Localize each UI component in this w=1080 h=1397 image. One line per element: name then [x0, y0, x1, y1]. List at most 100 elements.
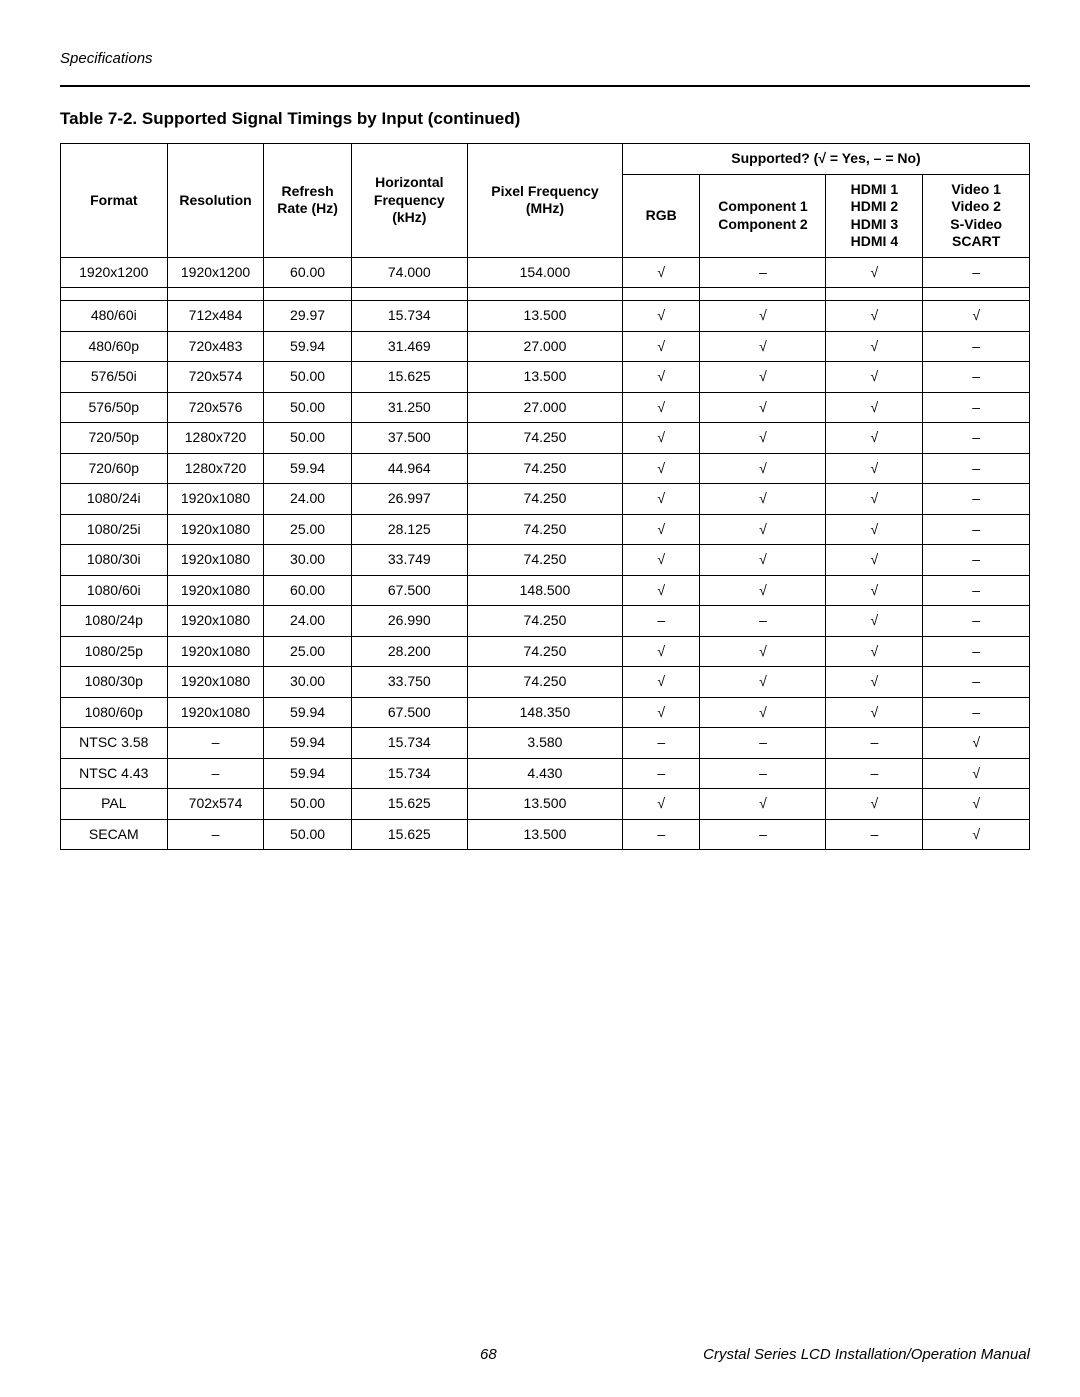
- col-hfreq: Horizontal Frequency (kHz): [351, 144, 467, 258]
- col-refresh: Refresh Rate (Hz): [264, 144, 351, 258]
- cell-pfreq: 154.000: [467, 257, 622, 288]
- cell-video: –: [923, 697, 1030, 728]
- cell-component: –: [700, 758, 826, 789]
- cell-rgb: √: [622, 453, 700, 484]
- cell-rgb: √: [622, 514, 700, 545]
- cell-rgb: √: [622, 423, 700, 454]
- cell-pfreq: 74.250: [467, 514, 622, 545]
- cell-hdmi: √: [826, 484, 923, 515]
- cell-video: –: [923, 545, 1030, 576]
- cell-component: √: [700, 423, 826, 454]
- cell-pfreq: 13.500: [467, 362, 622, 393]
- table-row: 576/50i720x57450.0015.62513.500√√√–: [61, 362, 1030, 393]
- cell-refresh: 50.00: [264, 392, 351, 423]
- col-supported-legend: Supported? (√ = Yes, – = No): [622, 144, 1029, 175]
- cell-format: 1080/25p: [61, 636, 168, 667]
- cell-hdmi: √: [826, 789, 923, 820]
- cell-component: –: [700, 257, 826, 288]
- cell-format: 720/60p: [61, 453, 168, 484]
- cell-hdmi: –: [826, 728, 923, 759]
- cell-resolution: 1920x1080: [167, 697, 264, 728]
- table-row: SECAM–50.0015.62513.500–––√: [61, 819, 1030, 850]
- cell-hdmi: √: [826, 423, 923, 454]
- cell-pfreq: 74.250: [467, 606, 622, 637]
- cell-hfreq: 31.250: [351, 392, 467, 423]
- cell-refresh: 50.00: [264, 362, 351, 393]
- cell-hdmi: √: [826, 514, 923, 545]
- cell-resolution: 1280x720: [167, 423, 264, 454]
- cell-hfreq: 74.000: [351, 257, 467, 288]
- section-header: Specifications: [60, 50, 1030, 67]
- cell-component: √: [700, 697, 826, 728]
- cell-rgb: √: [622, 789, 700, 820]
- cell-hfreq: 33.749: [351, 545, 467, 576]
- cell-hdmi: √: [826, 331, 923, 362]
- cell-pfreq: 13.500: [467, 301, 622, 332]
- cell-resolution: 720x574: [167, 362, 264, 393]
- cell-hdmi: √: [826, 301, 923, 332]
- table-head: Format Resolution Refresh Rate (Hz) Hori…: [61, 144, 1030, 258]
- table-row: 1080/30i1920x108030.0033.74974.250√√√–: [61, 545, 1030, 576]
- cell-pfreq: 74.250: [467, 545, 622, 576]
- cell-component: √: [700, 331, 826, 362]
- cell-format: 1080/25i: [61, 514, 168, 545]
- cell-hdmi: √: [826, 362, 923, 393]
- cell-rgb: √: [622, 331, 700, 362]
- document-page: Specifications Table 7-2. Supported Sign…: [0, 0, 1080, 1397]
- cell-hdmi: √: [826, 697, 923, 728]
- cell-resolution: 1920x1080: [167, 636, 264, 667]
- table-row: 1080/24i1920x108024.0026.99774.250√√√–: [61, 484, 1030, 515]
- cell-hfreq: 44.964: [351, 453, 467, 484]
- cell-pfreq: 148.350: [467, 697, 622, 728]
- cell-video: √: [923, 758, 1030, 789]
- cell-rgb: √: [622, 362, 700, 393]
- cell-pfreq: 74.250: [467, 667, 622, 698]
- cell-refresh: 59.94: [264, 697, 351, 728]
- manual-title: Crystal Series LCD Installation/Operatio…: [703, 1346, 1030, 1363]
- table-row: 1080/25p1920x108025.0028.20074.250√√√–: [61, 636, 1030, 667]
- cell-hdmi: √: [826, 667, 923, 698]
- table-row: 720/60p1280x72059.9444.96474.250√√√–: [61, 453, 1030, 484]
- cell-pfreq: 3.580: [467, 728, 622, 759]
- cell-format: 576/50i: [61, 362, 168, 393]
- cell-resolution: –: [167, 758, 264, 789]
- cell-resolution: 1920x1200: [167, 257, 264, 288]
- cell-video: √: [923, 728, 1030, 759]
- cell-refresh: 59.94: [264, 728, 351, 759]
- cell-hdmi: √: [826, 453, 923, 484]
- cell-refresh: 50.00: [264, 423, 351, 454]
- col-video: Video 1 Video 2 S-Video SCART: [923, 174, 1030, 257]
- cell-refresh: 25.00: [264, 514, 351, 545]
- cell-component: –: [700, 728, 826, 759]
- table-row: 480/60p720x48359.9431.46927.000√√√–: [61, 331, 1030, 362]
- cell-hdmi: √: [826, 257, 923, 288]
- table-body: 1920x12001920x120060.0074.000154.000√–√–…: [61, 257, 1030, 850]
- signal-timings-table: Format Resolution Refresh Rate (Hz) Hori…: [60, 143, 1030, 850]
- cell-format: 1080/30i: [61, 545, 168, 576]
- cell-rgb: √: [622, 484, 700, 515]
- cell-hfreq: 28.200: [351, 636, 467, 667]
- cell-hfreq: 28.125: [351, 514, 467, 545]
- table-row: PAL702x57450.0015.62513.500√√√√: [61, 789, 1030, 820]
- cell-component: √: [700, 667, 826, 698]
- cell-refresh: 50.00: [264, 789, 351, 820]
- cell-video: –: [923, 362, 1030, 393]
- cell-refresh: 59.94: [264, 758, 351, 789]
- cell-hdmi: –: [826, 819, 923, 850]
- table-row: 576/50p720x57650.0031.25027.000√√√–: [61, 392, 1030, 423]
- cell-resolution: 1920x1080: [167, 667, 264, 698]
- cell-video: –: [923, 636, 1030, 667]
- cell-resolution: –: [167, 728, 264, 759]
- cell-hfreq: 37.500: [351, 423, 467, 454]
- cell-video: –: [923, 423, 1030, 454]
- cell-refresh: 24.00: [264, 484, 351, 515]
- cell-video: –: [923, 667, 1030, 698]
- cell-hfreq: 26.997: [351, 484, 467, 515]
- cell-hfreq: 67.500: [351, 575, 467, 606]
- cell-video: √: [923, 789, 1030, 820]
- cell-rgb: –: [622, 758, 700, 789]
- cell-resolution: 1920x1080: [167, 484, 264, 515]
- cell-refresh: 60.00: [264, 575, 351, 606]
- cell-video: –: [923, 514, 1030, 545]
- table-row: NTSC 3.58–59.9415.7343.580–––√: [61, 728, 1030, 759]
